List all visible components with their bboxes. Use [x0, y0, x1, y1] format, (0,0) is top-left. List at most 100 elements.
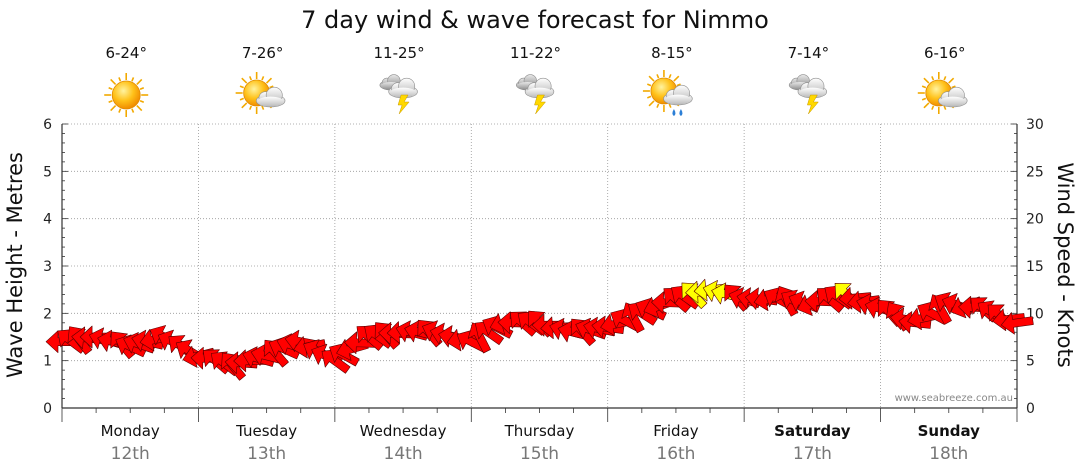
left-tick-label: 1	[43, 354, 52, 370]
wind-arrow	[321, 349, 351, 374]
grid-lines	[61, 123, 1018, 422]
day-date: 16th	[656, 444, 695, 464]
right-tick-label: 15	[1026, 259, 1044, 275]
sun-disc	[111, 80, 141, 110]
sun-ray	[923, 102, 930, 109]
sun-ray	[943, 76, 947, 81]
rain-drop	[679, 109, 683, 116]
credit-text: www.seabreeze.com.au	[895, 393, 1013, 404]
sun-ray	[241, 102, 248, 109]
wind-arrows	[45, 278, 1034, 381]
sun-ray	[136, 105, 143, 112]
sun-ray	[136, 78, 143, 85]
sun-ray	[261, 76, 265, 81]
chart-title: 7 day wind & wave forecast for Nimmo	[301, 6, 769, 34]
sun-ray	[139, 100, 145, 104]
sun-ray	[943, 105, 947, 110]
day-date: 18th	[929, 444, 968, 464]
cloud-shape	[255, 86, 286, 108]
day-name: Monday	[101, 422, 160, 440]
right-tick-label: 5	[1026, 354, 1035, 370]
right-tick-label: 0	[1026, 401, 1035, 417]
sun-ray	[676, 83, 681, 87]
left-axis-ticks: 0 1 2 3 4 5 6	[43, 117, 52, 417]
sun-ray	[931, 105, 935, 110]
day-name: Tuesday	[235, 422, 297, 440]
partly-cloudy-icon	[917, 72, 968, 114]
right-axis-title: Wind Speed - Knots	[1053, 162, 1077, 367]
day-date: 14th	[384, 444, 423, 464]
temperature-range: 11-22°	[510, 44, 561, 62]
temperature-range: 8-15°	[651, 44, 693, 62]
day-name: Sunday	[918, 422, 981, 440]
sun-ray	[108, 86, 113, 90]
right-tick-label: 20	[1026, 212, 1044, 228]
left-tick-label: 5	[43, 164, 52, 180]
sun-ray	[110, 105, 117, 112]
sun-ray	[921, 85, 927, 89]
day-date: 17th	[793, 444, 832, 464]
lightning-bolt	[397, 94, 410, 115]
sun-ray	[249, 105, 253, 110]
left-tick-label: 4	[43, 212, 52, 228]
left-axis-title: Wave Height - Metres	[3, 152, 27, 378]
sun-ray	[118, 108, 122, 113]
cloud-shape	[938, 86, 968, 108]
sun-ray	[948, 77, 955, 84]
cloud-shape	[797, 77, 828, 99]
day-date: 15th	[520, 444, 559, 464]
day-name: Wednesday	[360, 422, 447, 440]
day-name: Saturday	[774, 422, 851, 440]
sun-ray	[261, 105, 265, 110]
thunderstorm-icon	[379, 74, 418, 115]
sun-ray	[269, 85, 274, 89]
sun-ray	[656, 74, 660, 79]
temperature-range: 7-14°	[788, 44, 830, 62]
left-tick-label: 3	[43, 259, 52, 275]
sun-ray	[923, 77, 930, 84]
day-summaries: 6-24° 7-26° 11-25° 11-22° 8-15° 7-14° 6-16°	[104, 44, 968, 117]
sun-ray	[656, 103, 660, 108]
cloud-shape	[524, 77, 555, 99]
sun-ray	[646, 95, 652, 99]
sun-ray	[108, 100, 113, 104]
partly-cloudy-icon	[235, 72, 286, 114]
sun-ray	[265, 77, 273, 84]
day-labels: Monday 12th Tuesday 13th Wednesday 14th Thursd…	[101, 422, 981, 464]
rain-drop	[672, 109, 676, 116]
left-tick-label: 6	[43, 117, 52, 133]
sun-ray	[139, 86, 145, 90]
sun-shower-icon	[642, 70, 693, 116]
sun-ray	[668, 103, 672, 108]
temperature-range: 7-26°	[242, 44, 284, 62]
temperature-range: 6-24°	[105, 44, 147, 62]
sun-ray	[239, 97, 245, 101]
lightning-bolt	[534, 94, 547, 115]
sun-ray	[110, 78, 117, 85]
left-tick-label: 2	[43, 306, 52, 322]
temperature-range: 6-16°	[924, 44, 966, 62]
sun-ray	[118, 77, 122, 82]
sun-ray	[131, 77, 135, 82]
day-date: 13th	[247, 444, 286, 464]
sun-ray	[921, 97, 927, 101]
sun-ray	[648, 100, 655, 107]
sun-ray	[646, 83, 652, 87]
sunny-icon	[104, 73, 149, 117]
sun-ray	[648, 75, 655, 82]
lightning-bolt	[807, 94, 819, 115]
day-name: Friday	[653, 422, 699, 440]
day-date: 12th	[111, 444, 150, 464]
right-tick-label: 30	[1026, 117, 1044, 133]
sun-ray	[239, 85, 245, 89]
sun-ray	[931, 76, 935, 81]
sun-ray	[673, 75, 680, 82]
wind-arrow	[1000, 312, 1034, 335]
sun-ray	[241, 77, 248, 84]
left-tick-label: 0	[43, 401, 52, 417]
sun-ray	[668, 74, 672, 79]
temperature-range: 11-25°	[374, 44, 425, 62]
sun-ray	[951, 85, 956, 89]
